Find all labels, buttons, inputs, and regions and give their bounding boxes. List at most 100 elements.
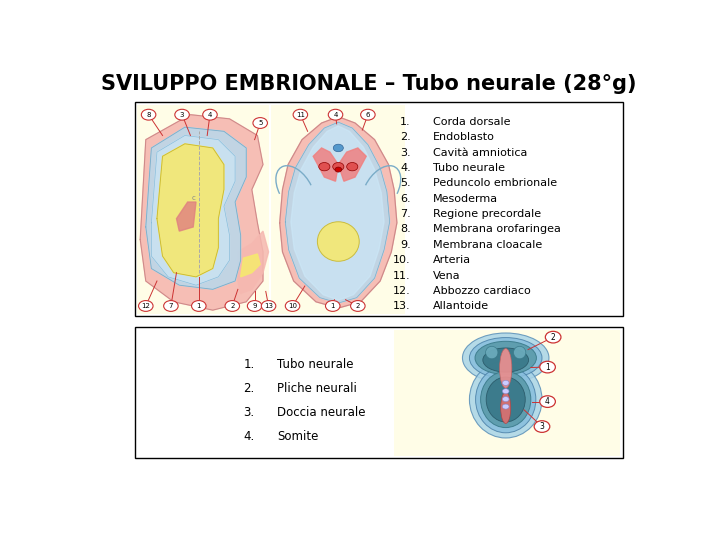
Polygon shape bbox=[285, 122, 390, 303]
Text: Endoblasto: Endoblasto bbox=[433, 132, 495, 142]
Circle shape bbox=[540, 361, 555, 373]
Text: 7.: 7. bbox=[400, 209, 411, 219]
Circle shape bbox=[503, 404, 509, 409]
Text: 10: 10 bbox=[288, 303, 297, 309]
Text: Doccia neurale: Doccia neurale bbox=[277, 406, 366, 419]
Text: 10.: 10. bbox=[393, 255, 411, 265]
Ellipse shape bbox=[483, 348, 528, 372]
Text: c: c bbox=[192, 195, 195, 201]
Ellipse shape bbox=[469, 338, 542, 379]
Text: 5.: 5. bbox=[400, 178, 411, 188]
Text: 4: 4 bbox=[208, 112, 212, 118]
Circle shape bbox=[253, 118, 267, 129]
Text: Regione precordale: Regione precordale bbox=[433, 209, 541, 219]
Circle shape bbox=[319, 163, 330, 171]
Circle shape bbox=[203, 109, 217, 120]
Text: 1: 1 bbox=[330, 303, 335, 309]
Text: 4.: 4. bbox=[400, 163, 411, 173]
Text: 13: 13 bbox=[264, 303, 273, 309]
Polygon shape bbox=[240, 254, 260, 277]
Text: 6.: 6. bbox=[400, 194, 411, 204]
Text: 5: 5 bbox=[258, 120, 262, 126]
Text: Arteria: Arteria bbox=[433, 255, 472, 265]
Text: 8: 8 bbox=[146, 112, 151, 118]
Text: 12: 12 bbox=[141, 303, 150, 309]
Circle shape bbox=[545, 332, 561, 343]
Circle shape bbox=[192, 301, 206, 312]
Text: Allantoide: Allantoide bbox=[433, 301, 490, 312]
FancyBboxPatch shape bbox=[135, 327, 623, 458]
Circle shape bbox=[333, 163, 344, 171]
Text: Peduncolo embrionale: Peduncolo embrionale bbox=[433, 178, 557, 188]
Polygon shape bbox=[145, 127, 246, 289]
Polygon shape bbox=[280, 117, 397, 308]
FancyBboxPatch shape bbox=[135, 102, 623, 316]
Text: 13.: 13. bbox=[393, 301, 411, 312]
Text: 1: 1 bbox=[545, 362, 550, 372]
Text: Vena: Vena bbox=[433, 271, 461, 281]
Text: 2: 2 bbox=[356, 303, 360, 309]
Text: 6: 6 bbox=[366, 112, 370, 118]
Text: 3: 3 bbox=[180, 112, 184, 118]
Text: 12.: 12. bbox=[393, 286, 411, 296]
Circle shape bbox=[503, 396, 509, 402]
Text: 3.: 3. bbox=[400, 147, 411, 158]
Polygon shape bbox=[338, 148, 366, 181]
Ellipse shape bbox=[513, 346, 526, 359]
FancyBboxPatch shape bbox=[271, 105, 405, 314]
Polygon shape bbox=[140, 114, 263, 310]
Text: 2.: 2. bbox=[243, 382, 255, 395]
Text: Membrana cloacale: Membrana cloacale bbox=[433, 240, 542, 250]
Text: 2: 2 bbox=[551, 333, 556, 342]
Polygon shape bbox=[313, 148, 338, 181]
Circle shape bbox=[138, 301, 153, 312]
Polygon shape bbox=[291, 126, 384, 300]
Polygon shape bbox=[151, 136, 235, 285]
Circle shape bbox=[534, 421, 550, 433]
Text: 9.: 9. bbox=[400, 240, 411, 250]
Circle shape bbox=[225, 301, 240, 312]
Ellipse shape bbox=[486, 377, 526, 422]
Ellipse shape bbox=[481, 372, 531, 428]
Circle shape bbox=[351, 301, 365, 312]
Text: 8.: 8. bbox=[400, 225, 411, 234]
Circle shape bbox=[503, 380, 509, 386]
Text: Tubo neurale: Tubo neurale bbox=[277, 358, 354, 371]
Circle shape bbox=[141, 109, 156, 120]
Text: Abbozzo cardiaco: Abbozzo cardiaco bbox=[433, 286, 531, 296]
Text: 1.: 1. bbox=[400, 117, 411, 127]
Text: 3.: 3. bbox=[243, 406, 255, 419]
Circle shape bbox=[328, 109, 343, 120]
Circle shape bbox=[285, 301, 300, 312]
Ellipse shape bbox=[318, 222, 359, 261]
Ellipse shape bbox=[485, 346, 498, 359]
Text: 7: 7 bbox=[168, 303, 173, 309]
Text: 9: 9 bbox=[252, 303, 257, 309]
Ellipse shape bbox=[469, 361, 542, 438]
Circle shape bbox=[163, 301, 178, 312]
Text: Mesoderma: Mesoderma bbox=[433, 194, 498, 204]
FancyBboxPatch shape bbox=[394, 329, 620, 456]
Circle shape bbox=[335, 167, 342, 172]
Polygon shape bbox=[238, 231, 269, 294]
Text: Tubo neurale: Tubo neurale bbox=[433, 163, 505, 173]
Text: Corda dorsale: Corda dorsale bbox=[433, 117, 510, 127]
Ellipse shape bbox=[475, 341, 536, 375]
Circle shape bbox=[261, 301, 276, 312]
Text: 1.: 1. bbox=[243, 358, 255, 371]
Text: 2.: 2. bbox=[400, 132, 411, 142]
Text: 11: 11 bbox=[296, 112, 305, 118]
Text: 4: 4 bbox=[333, 112, 338, 118]
Text: 2: 2 bbox=[230, 303, 235, 309]
Circle shape bbox=[248, 301, 262, 312]
Circle shape bbox=[333, 144, 343, 152]
Text: 4: 4 bbox=[545, 397, 550, 406]
Text: 1: 1 bbox=[197, 303, 201, 309]
Ellipse shape bbox=[462, 333, 549, 383]
Ellipse shape bbox=[500, 349, 512, 388]
Circle shape bbox=[325, 301, 340, 312]
Text: Membrana orofaringea: Membrana orofaringea bbox=[433, 225, 561, 234]
Text: SVILUPPO EMBRIONALE – Tubo neurale (28°g): SVILUPPO EMBRIONALE – Tubo neurale (28°g… bbox=[102, 73, 636, 93]
Text: 3: 3 bbox=[539, 422, 544, 431]
Circle shape bbox=[503, 389, 509, 394]
